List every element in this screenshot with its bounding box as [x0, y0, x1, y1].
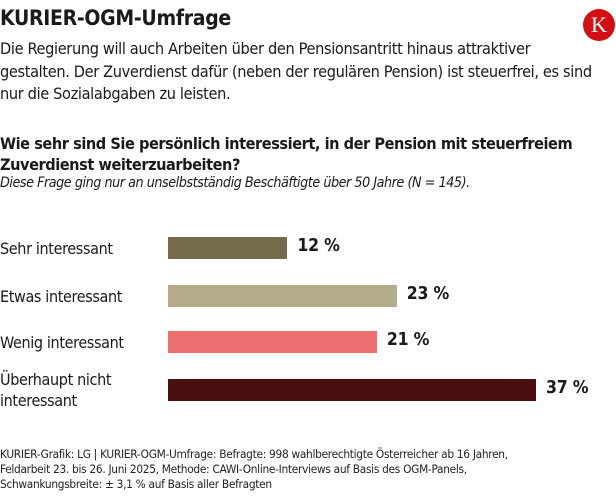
footer-line: KURIER-Grafik: LG | KURIER-OGM-Umfrage: … — [0, 447, 508, 461]
kurier-logo-icon: K — [583, 9, 615, 41]
bar — [168, 379, 536, 401]
value-label: 37 % — [546, 378, 589, 398]
value-label: 12 % — [297, 236, 340, 256]
sample-note: Diese Frage ging nur an unselbstständig … — [0, 175, 470, 191]
category-label: Sehr interessant — [0, 238, 113, 258]
footer-line: Schwankungsbreite: ± 3,1 % auf Basis all… — [0, 477, 272, 491]
bar — [168, 285, 397, 307]
footer-line: Feldarbeit 23. bis 26. Juni 2025, Method… — [0, 462, 467, 476]
chart-title: KURIER-OGM-Umfrage — [0, 6, 231, 30]
bar — [168, 331, 377, 353]
bar — [168, 237, 288, 259]
value-label: 21 % — [386, 330, 430, 350]
survey-question: Wie sehr sind Sie persönlich interessier… — [0, 134, 573, 174]
source-footer: KURIER-Grafik: LG | KURIER-OGM-Umfrage: … — [0, 447, 600, 492]
bar-chart: Sehr interessant 12 % Etwas interessant 23 … — [0, 220, 616, 420]
category-label: Etwas interessant — [0, 286, 123, 306]
intro-text: Die Regierung will auch Arbeiten über de… — [0, 39, 592, 103]
category-label: Wenig interessant — [0, 332, 124, 352]
value-label: 23 % — [406, 284, 450, 304]
category-label: Überhaupt nicht interessant — [0, 370, 112, 410]
